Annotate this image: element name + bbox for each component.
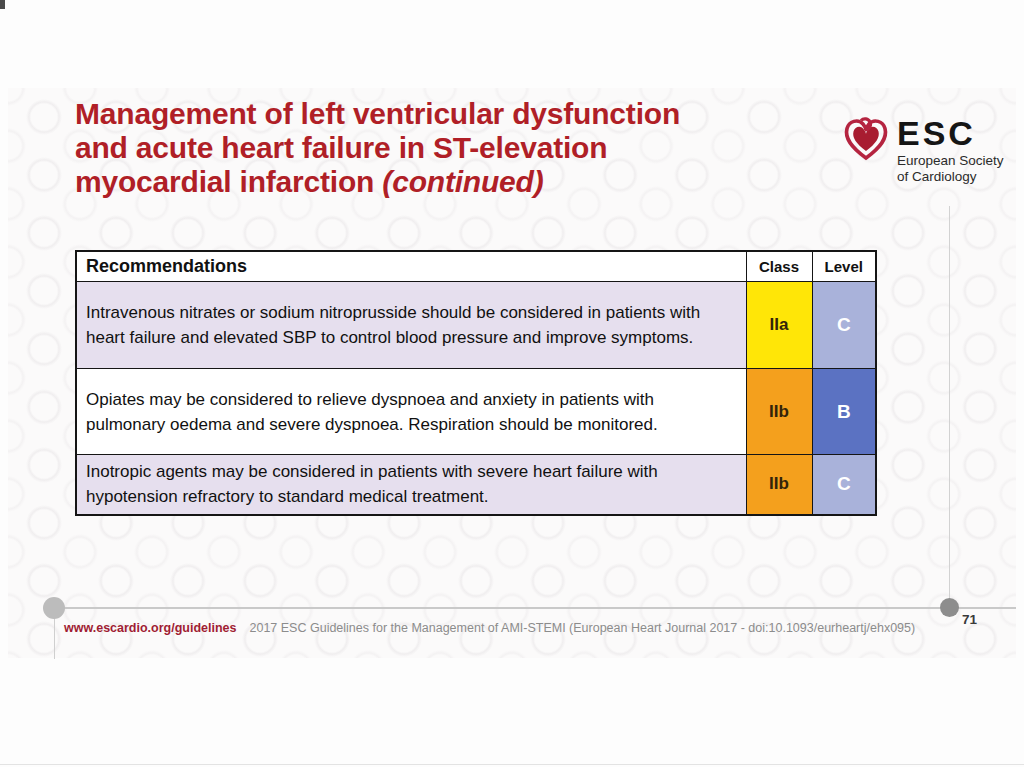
level-badge: B	[812, 369, 876, 455]
table-row: Opiates may be considered to relieve dys…	[76, 369, 876, 455]
vertical-guide-line	[949, 206, 950, 608]
esc-heart-icon	[841, 113, 891, 163]
scan-artifact	[0, 0, 5, 9]
recommendation-text: Inotropic agents may be considered in pa…	[76, 455, 746, 515]
recommendations-table: Recommendations Class Level Intravenous …	[75, 250, 877, 516]
level-badge: C	[812, 455, 876, 515]
footer-citation: 2017 ESC Guidelines for the Management o…	[250, 621, 916, 635]
table-header-row: Recommendations Class Level	[76, 251, 876, 282]
page-number: 71	[962, 612, 996, 627]
table-row: Intravenous nitrates or sodium nitroprus…	[76, 282, 876, 369]
bottom-divider	[0, 764, 1024, 765]
footer-divider-line	[54, 607, 1016, 609]
level-badge: C	[812, 282, 876, 369]
title-line-3: myocardial infarction (continued)	[75, 165, 815, 199]
header-class: Class	[746, 251, 812, 282]
footer-right-dot	[940, 598, 959, 617]
table-row: Inotropic agents may be considered in pa…	[76, 455, 876, 515]
class-badge: IIb	[746, 455, 812, 515]
class-badge: IIa	[746, 282, 812, 369]
header-level: Level	[812, 251, 876, 282]
title-line-1: Management of left ventricular dysfuncti…	[75, 97, 815, 131]
title-line-2: and acute heart failure in ST-elevation	[75, 131, 815, 165]
esc-logo-subtitle: European Society of Cardiology	[897, 153, 1004, 185]
slide: Management of left ventricular dysfuncti…	[0, 0, 1024, 767]
title-continued: (continued)	[382, 165, 543, 198]
page-title: Management of left ventricular dysfuncti…	[75, 97, 815, 199]
recommendation-text: Intravenous nitrates or sodium nitroprus…	[76, 282, 746, 369]
header-recommendations: Recommendations	[76, 251, 746, 282]
footer-left-dot	[43, 597, 65, 619]
class-badge: IIb	[746, 369, 812, 455]
footer: www.escardio.org/guidelines 2017 ESC Guid…	[64, 621, 954, 635]
recommendation-text: Opiates may be considered to relieve dys…	[76, 369, 746, 455]
esc-logo-acronym: ESC	[897, 114, 976, 153]
guidelines-link[interactable]: www.escardio.org/guidelines	[64, 621, 237, 635]
